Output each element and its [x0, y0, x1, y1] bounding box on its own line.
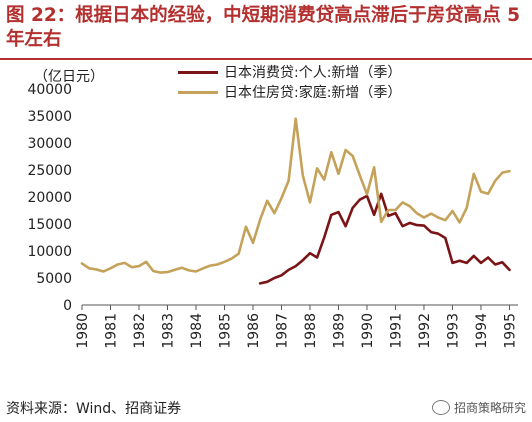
chart-legend: 日本消费贷:个人:新增（季） 日本住房贷:家庭:新增（季） — [178, 62, 401, 102]
x-tick-label: 1981 — [103, 313, 119, 349]
x-tick-label: 1994 — [474, 313, 490, 349]
y-tick-label: 5000 — [36, 271, 72, 287]
x-tick-label: 1992 — [417, 313, 433, 349]
series-line-consumer-loan — [258, 192, 511, 285]
x-tick-label: 1982 — [132, 313, 148, 349]
legend-label-housing-loan: 日本住房贷:家庭:新增（季） — [224, 85, 402, 101]
x-tick-label: 1995 — [502, 313, 518, 349]
x-tick-label: 1990 — [360, 313, 376, 349]
x-tick-label: 1985 — [217, 313, 233, 349]
legend-item-consumer-loan: 日本消费贷:个人:新增（季） — [178, 62, 401, 82]
x-tick-label: 1989 — [331, 313, 347, 349]
x-tick-label: 1984 — [189, 313, 205, 349]
x-tick-label: 1993 — [445, 313, 461, 349]
x-tick-label: 1991 — [388, 313, 404, 349]
x-tick-label: 1980 — [75, 313, 91, 349]
wechat-icon — [431, 400, 450, 415]
watermark-text: 招商策略研究 — [453, 401, 526, 415]
series-line-housing-loan — [80, 117, 511, 274]
legend-label-consumer-loan: 日本消费贷:个人:新增（季） — [224, 65, 402, 81]
legend-item-housing-loan: 日本住房贷:家庭:新增（季） — [178, 82, 401, 102]
source-note: 资料来源：Wind、招商证券 — [6, 401, 182, 417]
legend-swatch-consumer-loan — [178, 70, 218, 74]
x-tick-label: 1987 — [274, 313, 290, 349]
x-tick-label: 1988 — [303, 313, 319, 349]
y-tick-label: 25000 — [27, 163, 72, 179]
x-tick-label: 1986 — [246, 313, 262, 349]
y-tick-label: 20000 — [27, 190, 72, 206]
x-tick-label: 1983 — [160, 313, 176, 349]
y-tick-label: 10000 — [27, 244, 72, 260]
legend-swatch-housing-loan — [178, 90, 218, 94]
y-tick-label: 30000 — [27, 136, 72, 152]
y-tick-label: 15000 — [27, 217, 72, 233]
y-tick-label: 35000 — [27, 109, 72, 125]
chart-series — [80, 117, 511, 285]
watermark: 招商策略研究 — [431, 399, 526, 416]
y-tick-label: 40000 — [27, 82, 72, 98]
chart-axes: 0 5000 10000 15000 20000 25000 30000 35000 40000… — [27, 82, 518, 349]
figure-title: 图 22：根据日本的经验，中短期消费贷高点滞后于房贷高点 5 年左右 — [6, 5, 521, 50]
y-tick-label: 0 — [63, 298, 72, 314]
title-divider — [0, 58, 532, 60]
y-unit-label: （亿日元） — [34, 69, 104, 85]
